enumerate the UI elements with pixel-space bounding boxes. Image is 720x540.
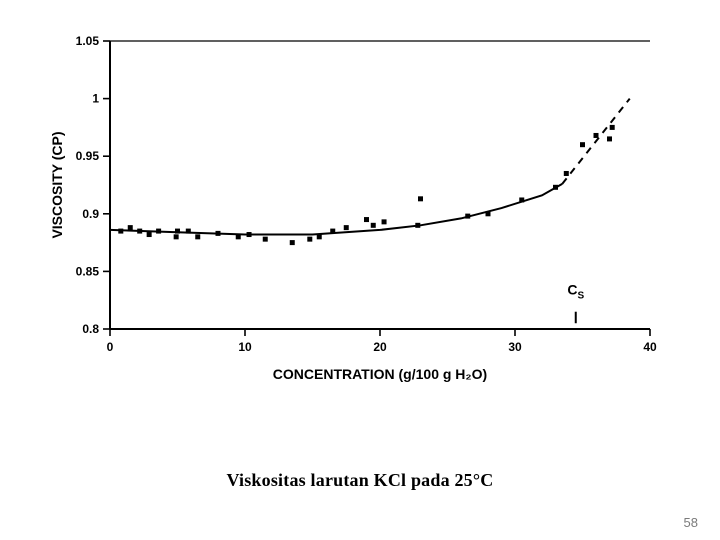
page-number: 58	[684, 515, 698, 530]
chart-caption: Viskositas larutan KCl pada 25°C	[0, 470, 720, 491]
svg-text:0.85: 0.85	[76, 264, 100, 278]
svg-text:10: 10	[238, 340, 252, 354]
svg-text:0.95: 0.95	[76, 149, 100, 163]
svg-text:1: 1	[92, 92, 99, 106]
svg-text:0.8: 0.8	[82, 322, 99, 336]
svg-text:1.05: 1.05	[76, 34, 100, 48]
svg-text:CONCENTRATION (g/100 g H₂O): CONCENTRATION (g/100 g H₂O)	[273, 366, 487, 382]
svg-text:30: 30	[508, 340, 522, 354]
svg-text:0.9: 0.9	[82, 207, 99, 221]
svg-text:0: 0	[107, 340, 114, 354]
viscosity-chart: 0 10 20 30 40 0.8 0.85 0.9 0.95 1 1.05 CONCENTRATIO…	[45, 25, 670, 395]
svg-text:40: 40	[643, 340, 657, 354]
svg-text:20: 20	[373, 340, 387, 354]
svg-text:VISCOSITY (CP): VISCOSITY (CP)	[49, 131, 65, 238]
